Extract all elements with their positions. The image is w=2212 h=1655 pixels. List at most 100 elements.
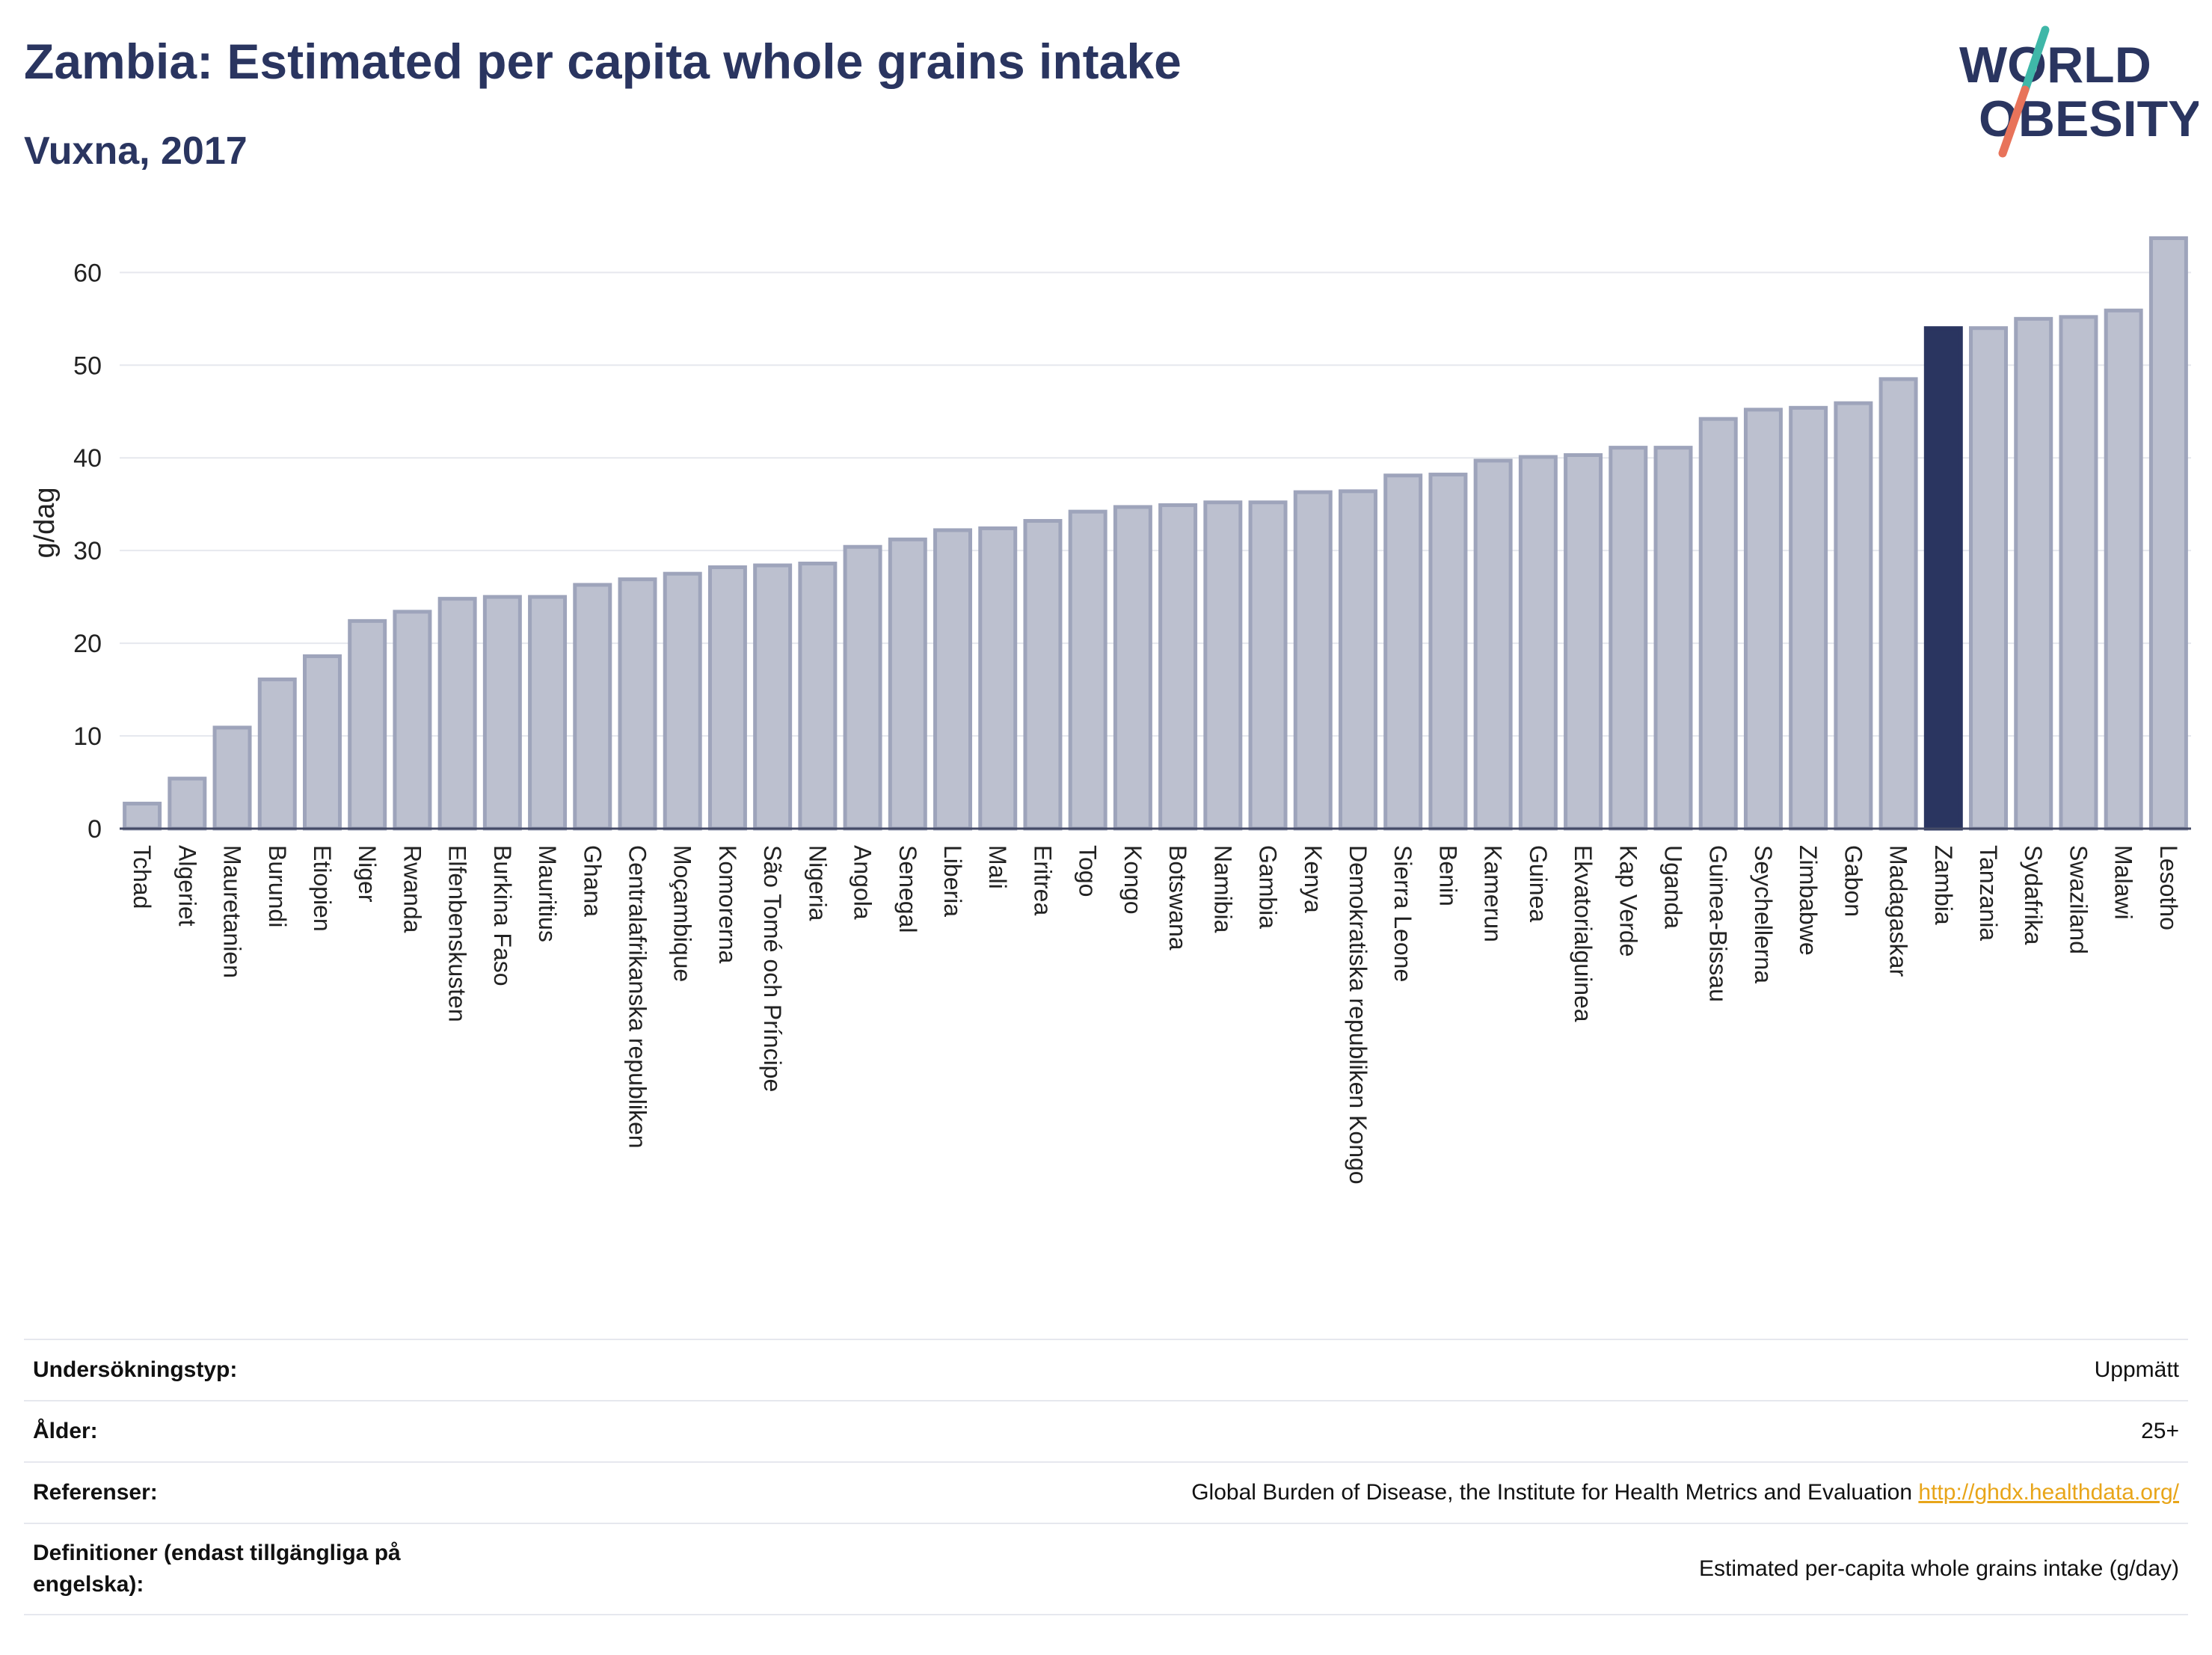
info-key-survey-type: Undersökningstyp: [24, 1339, 520, 1401]
x-tick-label-gabon: Gabon [1840, 845, 1867, 917]
x-tick-label-kenya: Kenya [1300, 845, 1327, 913]
bar-senegal [888, 537, 927, 831]
x-tick-label-mauretanien: Mauretanien [219, 845, 246, 978]
x-tick-label-mauritius: Mauritius [534, 845, 561, 942]
references-text: Global Burden of Disease, the Institute … [1191, 1480, 1913, 1505]
info-value-references: Global Burden of Disease, the Institute … [520, 1461, 2188, 1523]
info-row-definitions: Definitioner (endast tillgängliga på eng… [24, 1523, 2188, 1615]
x-tick-label-liberia: Liberia [939, 845, 966, 917]
bar-niger [348, 618, 387, 831]
x-tick-label-komorerna: Komorerna [714, 845, 741, 964]
bar-komorerna [707, 565, 747, 831]
x-tick-label-niger: Niger [354, 845, 381, 903]
x-tick-label-zimbabwe: Zimbabwe [1795, 845, 1822, 956]
bar-gambia [1248, 500, 1288, 831]
info-key-references: Referenser: [24, 1461, 520, 1523]
x-tick-label-mali: Mali [984, 845, 1011, 889]
bar-kamerun [1473, 458, 1513, 831]
bar-demokratiska-republiken-kongo [1338, 489, 1377, 831]
info-value-survey-type: Uppmätt [520, 1339, 2188, 1401]
y-tick-label-60: 60 [73, 259, 102, 287]
x-tick-label-rwanda: Rwanda [399, 845, 425, 933]
bar-zambia [1923, 326, 1963, 831]
bar-kongo [1113, 505, 1152, 831]
x-tick-label-elfenbenskusten: Elfenbenskusten [444, 845, 471, 1022]
bar-ekvatorialguinea [1564, 453, 1603, 831]
bar-centralafrikanska-republiken [618, 577, 657, 831]
bar-malawi [2104, 308, 2143, 831]
x-tick-label-kap-verde: Kap Verde [1615, 845, 1641, 957]
bar-lesotho [2148, 236, 2188, 831]
bar-togo [1068, 509, 1107, 831]
x-tick-label-malawi: Malawi [2110, 845, 2137, 920]
bar-burundi [257, 677, 297, 831]
bar-kenya [1293, 490, 1333, 831]
bar-nigeria [798, 562, 838, 831]
bar-uganda [1653, 446, 1693, 831]
x-tick-label-madagaskar: Madagaskar [1885, 845, 1912, 977]
x-tick-label-guinea: Guinea [1525, 845, 1552, 922]
bar-benin [1428, 473, 1468, 831]
bar-sydafrika [2014, 316, 2053, 831]
bar-sao-tome-och-principe [753, 563, 793, 831]
bar-ghana [573, 583, 612, 831]
references-link[interactable]: http://ghdx.healthdata.org/ [1918, 1480, 2179, 1505]
bar-rwanda [393, 610, 432, 831]
bar-eritrea [1023, 519, 1063, 831]
info-key-definitions: Definitioner (endast tillgängliga på eng… [24, 1523, 520, 1615]
logo-slash-teal [2021, 25, 2050, 94]
x-tick-label-sydafrika: Sydafrika [2020, 845, 2047, 945]
x-tick-label-senegal: Senegal [894, 845, 921, 933]
x-tick-label-gambia: Gambia [1255, 845, 1282, 929]
x-tick-label-sierra-leone: Sierra Leone [1389, 845, 1416, 982]
info-table: Undersökningstyp: Uppmätt Ålder: 25+ Ref… [24, 1339, 2188, 1615]
bar-chart: 0 10 20 30 40 50 60 Tchad Algeriet Mauretanien Bu… [29, 236, 2191, 1185]
x-tick-label-angola: Angola [850, 845, 876, 920]
bar-liberia [933, 528, 973, 831]
bar-seychellerna [1743, 408, 1783, 831]
bar-gabon [1834, 401, 1873, 831]
bar-sierra-leone [1383, 473, 1423, 831]
y-tick-label-0: 0 [87, 815, 102, 844]
x-tick-label-algeriet: Algeriet [173, 845, 200, 927]
logo-line-1: WORLD [1959, 37, 2151, 93]
bar-elfenbenskusten [437, 597, 477, 831]
x-tick-label-lesotho: Lesotho [2155, 845, 2182, 930]
y-tick-label-40: 40 [73, 444, 102, 473]
bar-burkina-faso [482, 595, 522, 831]
x-axis-labels: Tchad Algeriet Mauretanien Burundi Etiopien N… [129, 845, 2182, 1185]
x-tick-label-zambia: Zambia [1930, 845, 1957, 925]
bar-angola [843, 544, 882, 831]
y-tick-label-50: 50 [73, 351, 102, 380]
bar-madagaskar [1878, 377, 1918, 831]
info-row-references: Referenser: Global Burden of Disease, th… [24, 1461, 2188, 1523]
y-axis-ticks: 0 10 20 30 40 50 60 [73, 259, 102, 844]
x-tick-label-benin: Benin [1434, 845, 1461, 906]
x-tick-label-nigeria: Nigeria [804, 845, 831, 921]
bar-mocambique [663, 571, 702, 831]
info-value-definitions: Estimated per-capita whole grains intake… [520, 1523, 2188, 1615]
x-tick-label-sao-tome-och-principe: São Tomé och Príncipe [759, 845, 786, 1092]
x-tick-label-etiopien: Etiopien [309, 845, 336, 932]
bar-swaziland [2059, 315, 2098, 831]
bar-guinea [1518, 455, 1558, 831]
bar-botswana [1158, 503, 1198, 831]
logo-slash-coral [1998, 85, 2030, 158]
x-tick-label-ekvatorialguinea: Ekvatorialguinea [1570, 845, 1597, 1022]
x-tick-label-namibia: Namibia [1209, 845, 1236, 933]
y-tick-label-10: 10 [73, 722, 102, 751]
bar-mali [978, 526, 1018, 831]
bar-guinea-bissau [1698, 417, 1738, 831]
x-tick-label-kongo: Kongo [1119, 845, 1146, 915]
x-tick-label-demokratiska-republiken-kongo: Demokratiska republiken Kongo [1345, 845, 1371, 1185]
y-axis-title: g/dag [29, 487, 61, 558]
bar-namibia [1203, 500, 1243, 831]
page-subtitle: Vuxna, 2017 [24, 129, 248, 173]
x-tick-label-burundi: Burundi [264, 845, 291, 927]
y-tick-label-30: 30 [73, 537, 102, 565]
bar-zimbabwe [1789, 405, 1828, 831]
page-title: Zambia: Estimated per capita whole grain… [24, 34, 1182, 89]
info-row-age: Ålder: 25+ [24, 1400, 2188, 1462]
x-tick-label-guinea-bissau: Guinea-Bissau [1705, 845, 1732, 1002]
x-tick-label-centralafrikanska-republiken: Centralafrikanska republiken [624, 845, 651, 1149]
